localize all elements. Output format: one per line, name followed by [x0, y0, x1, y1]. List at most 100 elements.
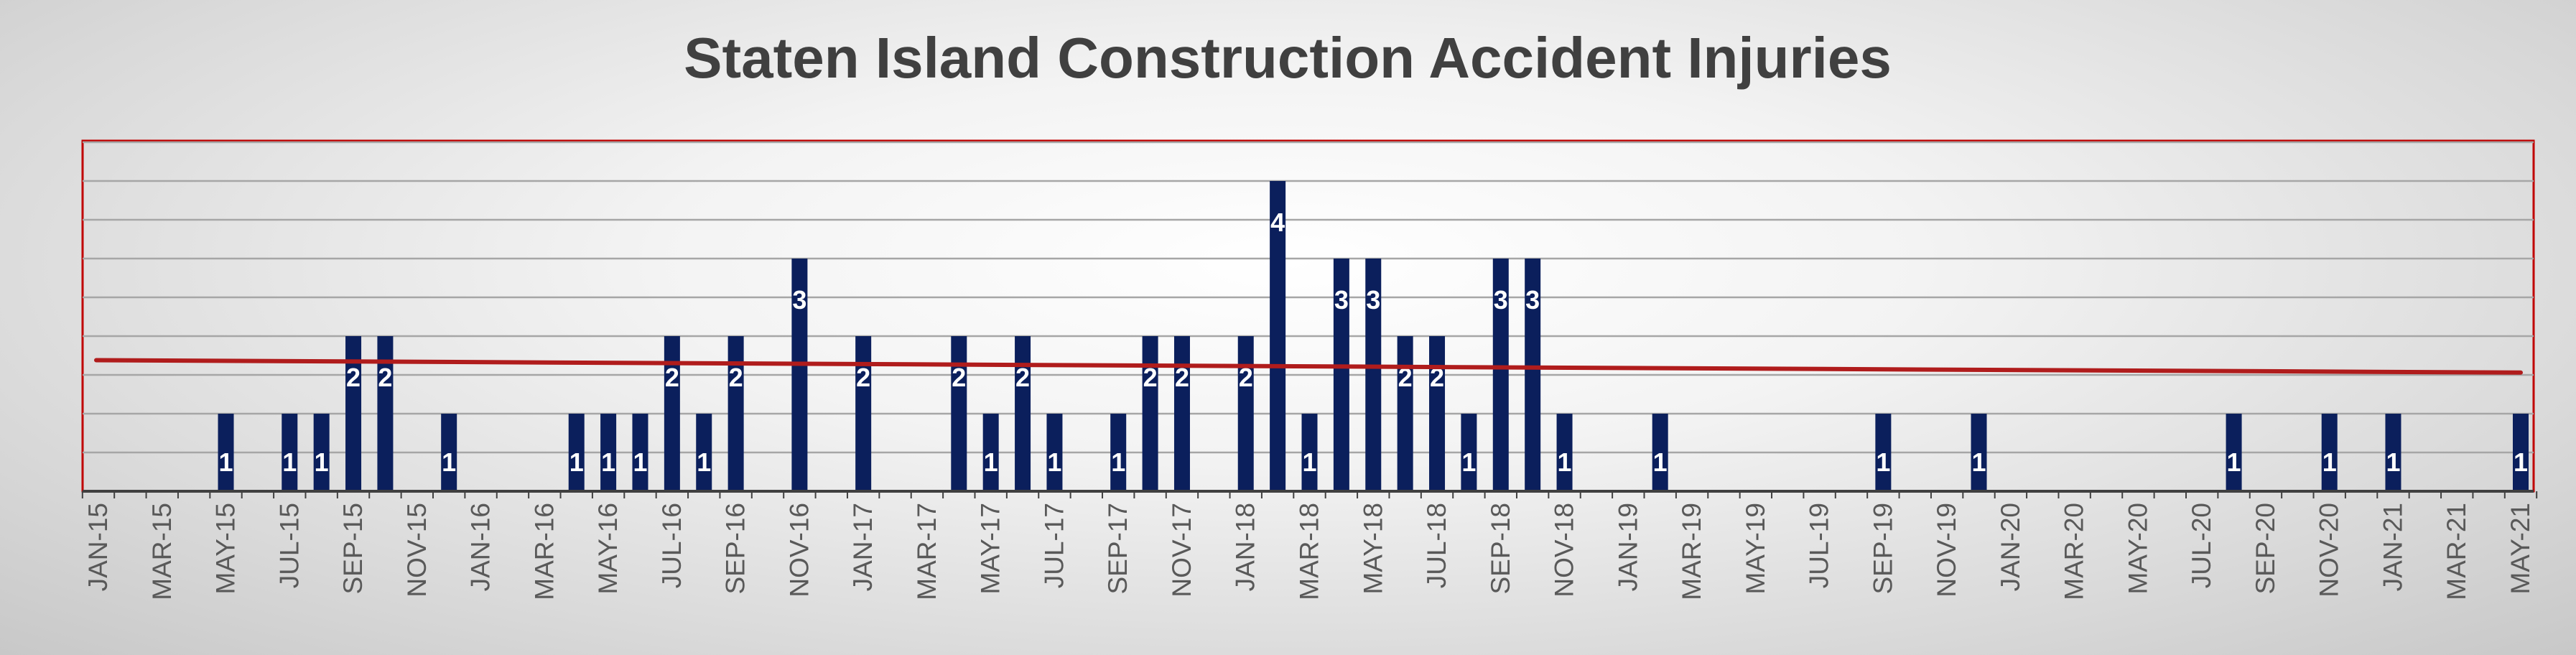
data-label: 1 — [1461, 447, 1476, 477]
data-label: 1 — [601, 447, 615, 477]
bar-may-18 — [1365, 259, 1382, 491]
data-label: 1 — [2386, 447, 2400, 477]
x-tick-label: MAY-20 — [2123, 503, 2152, 595]
data-label: 3 — [1334, 285, 1349, 315]
data-label: 1 — [1047, 447, 1061, 477]
chart-title: Staten Island Construction Accident Inju… — [684, 26, 1892, 90]
bar-oct-15 — [377, 336, 394, 491]
data-label: 2 — [665, 363, 679, 392]
x-tick-label: JUL-18 — [1422, 503, 1451, 588]
data-label: 1 — [282, 447, 297, 477]
x-tick-label: MAR-18 — [1295, 503, 1324, 600]
x-tick-label: JAN-15 — [83, 503, 113, 591]
bar-jul-15 — [282, 414, 298, 491]
x-tick-labels: JAN-15 MAR-15 MAY-15 JUL-15 SEP-15 NOV-15 JAN-… — [83, 503, 2535, 600]
bar-nov-16 — [791, 259, 808, 491]
data-label: 4 — [1270, 208, 1285, 237]
data-label: 2 — [856, 363, 870, 392]
data-label: 2 — [729, 363, 743, 392]
x-tick-label: MAY-18 — [1358, 503, 1387, 595]
data-label: 1 — [1653, 447, 1668, 477]
data-label: 1 — [315, 447, 329, 477]
x-tick-label: MAY-15 — [211, 503, 241, 595]
bars — [218, 181, 2529, 491]
bar-may-21 — [2513, 414, 2529, 491]
x-tick-label: SEP-18 — [1486, 503, 1515, 595]
x-tick-label: MAR-16 — [529, 503, 559, 600]
data-label: 1 — [1558, 447, 1572, 477]
data-label: 1 — [2227, 447, 2241, 477]
bar-sep-18 — [1492, 259, 1509, 491]
x-tick-label: MAY-21 — [2506, 503, 2535, 595]
x-tick-label: NOV-19 — [1932, 503, 1961, 598]
bar-dec-19 — [1971, 414, 1987, 491]
bar-nov-17 — [1173, 336, 1190, 491]
bar-sep-15 — [345, 336, 362, 491]
bar-jan-21 — [2385, 414, 2401, 491]
x-tick-label: SEP-19 — [1868, 503, 1897, 595]
data-label: 2 — [1015, 363, 1030, 392]
data-label: 1 — [697, 447, 711, 477]
bar-jun-17 — [1015, 336, 1031, 491]
x-tick-label: NOV-15 — [402, 503, 432, 598]
x-tick-label: MAY-16 — [593, 503, 623, 595]
data-label: 2 — [346, 363, 361, 392]
x-tick-label: MAR-15 — [147, 503, 177, 600]
bar-oct-17 — [1142, 336, 1158, 491]
bar-aug-15 — [313, 414, 330, 491]
x-tick-label: SEP-15 — [338, 503, 368, 595]
x-tick-label: JAN-20 — [1996, 503, 2025, 591]
x-tick-label: MAR-19 — [1677, 503, 1706, 600]
bar-jun-18 — [1397, 336, 1413, 491]
bar-apr-18 — [1333, 259, 1349, 491]
bar-aug-20 — [2226, 414, 2242, 491]
x-tick-label: NOV-16 — [784, 503, 814, 598]
x-tick-label: JAN-19 — [1613, 503, 1642, 591]
data-label: 1 — [1971, 447, 1986, 477]
bar-feb-18 — [1270, 181, 1286, 491]
bar-nov-18 — [1556, 414, 1573, 491]
data-label: 3 — [1525, 285, 1540, 315]
bar-oct-18 — [1525, 259, 1541, 491]
data-label: 2 — [952, 363, 966, 392]
bar-dec-15 — [441, 414, 457, 491]
data-label: 1 — [1111, 447, 1125, 477]
bar-jul-17 — [1046, 414, 1063, 491]
data-label: 2 — [1143, 363, 1158, 392]
x-tick-label: JAN-18 — [1231, 503, 1260, 591]
data-label: 1 — [2514, 447, 2528, 477]
bar-sep-16 — [727, 336, 744, 491]
data-label: 2 — [1175, 363, 1189, 392]
bar-sep-17 — [1110, 414, 1127, 491]
x-tick-label: MAY-17 — [976, 503, 1005, 595]
x-tick-label: NOV-18 — [1550, 503, 1579, 598]
data-label: 2 — [1398, 363, 1413, 392]
bar-sep-19 — [1875, 414, 1892, 491]
bar-apr-17 — [951, 336, 967, 491]
x-tick-label: MAR-20 — [2060, 503, 2089, 600]
bar-may-17 — [982, 414, 999, 491]
bar-jul-16 — [664, 336, 680, 491]
data-label: 1 — [442, 447, 456, 477]
x-tick-label: JUL-17 — [1039, 503, 1069, 588]
x-tick-label: MAY-19 — [1741, 503, 1770, 595]
x-tick-label: JUL-16 — [657, 503, 687, 588]
bar-may-15 — [218, 414, 234, 491]
bar-jan-18 — [1237, 336, 1254, 491]
data-label: 2 — [378, 363, 392, 392]
bar-apr-16 — [568, 414, 585, 491]
bar-nov-20 — [2321, 414, 2338, 491]
x-tick-label: JUL-19 — [1805, 503, 1834, 588]
x-tick-label: JAN-16 — [466, 503, 496, 591]
x-tick-label: JUL-15 — [274, 503, 304, 588]
x-tick-label: SEP-20 — [2251, 503, 2280, 595]
data-label: 3 — [792, 285, 806, 315]
data-label: 2 — [1239, 363, 1253, 392]
data-label: 1 — [633, 447, 647, 477]
bar-aug-16 — [696, 414, 712, 491]
x-tick-label: NOV-20 — [2315, 503, 2344, 598]
bar-feb-19 — [1652, 414, 1668, 491]
